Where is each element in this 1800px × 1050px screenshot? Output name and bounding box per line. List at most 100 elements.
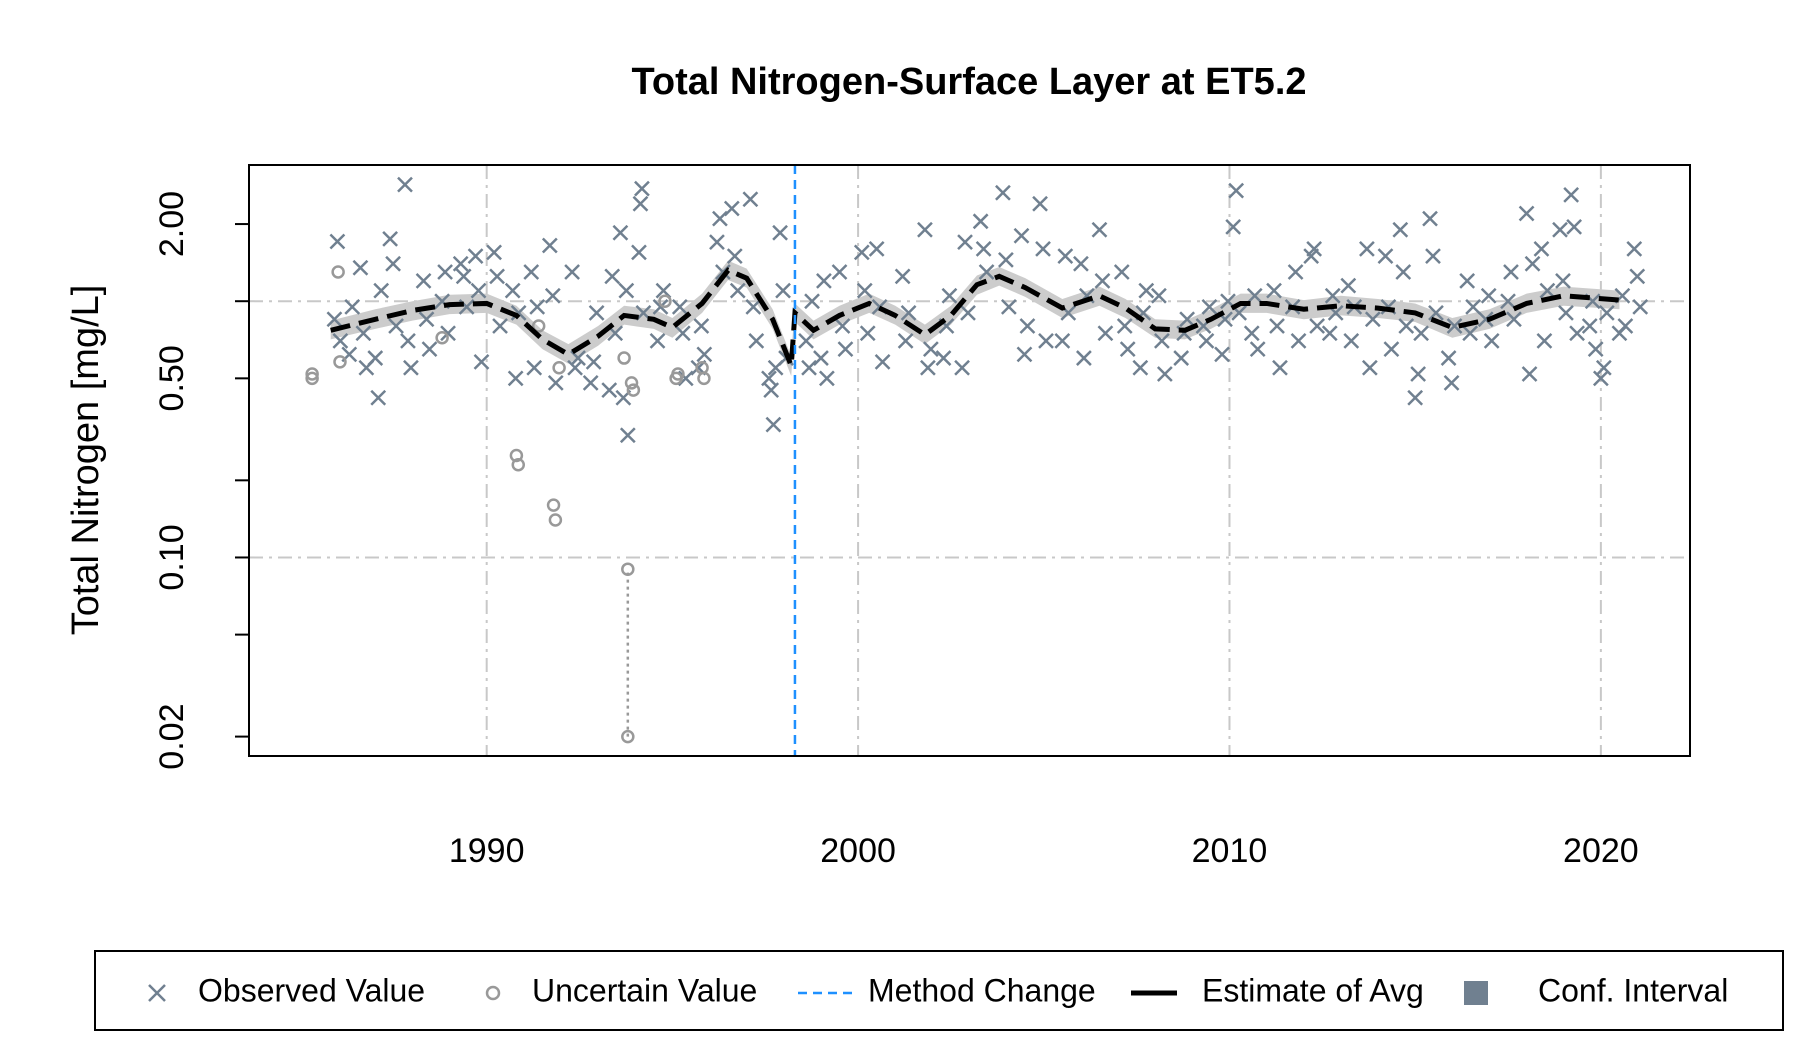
observed-point <box>547 375 564 391</box>
observed-point <box>1518 205 1535 222</box>
observed-point <box>388 318 404 334</box>
uncertain-point <box>305 371 319 386</box>
observed-point <box>693 318 710 334</box>
observed-point <box>1249 341 1266 358</box>
observed-point <box>1459 273 1476 289</box>
observed-point <box>1477 311 1494 328</box>
observed-point <box>853 244 870 261</box>
legend-label: Method Change <box>868 972 1096 1008</box>
observed-point <box>1306 241 1323 257</box>
observed-point <box>1228 182 1245 199</box>
observed-point <box>819 370 835 387</box>
observed-point <box>585 353 602 370</box>
observed-point <box>1343 333 1360 349</box>
observed-point <box>344 299 361 315</box>
observed-point <box>1443 375 1460 391</box>
observed-point <box>1269 318 1285 334</box>
observed-point <box>1569 325 1585 342</box>
x-tick-label: 2020 <box>1563 832 1639 870</box>
uncertain-point <box>511 458 526 472</box>
observed-point <box>631 244 647 261</box>
observed-point <box>1132 359 1149 376</box>
observed-point <box>634 180 650 197</box>
observed-point <box>1076 350 1092 366</box>
uncertain-point <box>509 448 524 463</box>
observed-point <box>1324 287 1341 304</box>
observed-point <box>723 200 740 217</box>
observed-point <box>1524 255 1541 272</box>
observed-point <box>529 299 546 315</box>
observed-point <box>1153 333 1170 349</box>
observed-point <box>492 318 508 334</box>
x-tick-label: 1990 <box>449 832 525 870</box>
observed-point <box>415 273 432 289</box>
observed-point <box>437 264 453 280</box>
observed-point <box>715 264 731 280</box>
observed-point <box>1395 264 1412 280</box>
observed-point <box>1410 366 1427 382</box>
estimate-line <box>330 267 1620 367</box>
observed-point <box>564 264 580 280</box>
observed-point <box>1462 325 1479 342</box>
y-axis-label: Total Nitrogen [mg/L] <box>65 285 107 636</box>
observed-point <box>671 299 688 315</box>
observed-point <box>763 382 780 398</box>
observed-point <box>1201 299 1218 315</box>
observed-point <box>1595 359 1612 376</box>
uncertain-point <box>435 331 449 345</box>
observed-point <box>619 427 636 444</box>
observed-point <box>329 233 346 250</box>
observed-point <box>332 333 349 349</box>
observed-point <box>1413 325 1429 342</box>
observed-point <box>632 195 649 212</box>
observed-point <box>922 341 939 358</box>
observed-point <box>742 191 759 208</box>
observed-point <box>601 382 618 398</box>
uncertain-point <box>331 265 345 279</box>
observed-point <box>1598 305 1615 321</box>
observed-point <box>467 248 484 264</box>
observed-point <box>373 282 390 299</box>
observed-point <box>1016 346 1033 363</box>
observed-point <box>960 305 976 321</box>
observed-point <box>1446 318 1463 334</box>
observed-point <box>1013 227 1030 244</box>
x-tick-label: 2010 <box>1192 832 1268 870</box>
observed-point <box>856 282 873 299</box>
observed-point <box>1309 318 1326 334</box>
uncertain-point <box>626 383 641 397</box>
observed-point <box>1398 318 1415 334</box>
observed-point <box>403 359 419 376</box>
observed-point <box>1214 346 1230 363</box>
observed-point <box>1566 218 1583 235</box>
observed-point <box>1094 273 1111 289</box>
plot-frame <box>248 164 1691 757</box>
observed-point <box>1091 221 1108 238</box>
observed-point <box>1243 325 1260 342</box>
observed-point <box>367 350 384 366</box>
observed-point <box>1422 210 1438 227</box>
observed-point <box>1266 282 1282 299</box>
observed-point <box>489 268 505 285</box>
legend-box <box>94 950 1784 1031</box>
observed-point <box>382 231 399 247</box>
observed-point <box>385 255 401 272</box>
observed-point <box>897 333 914 349</box>
observed-point <box>972 213 989 230</box>
legend-marker <box>148 984 166 1002</box>
uncertain-point <box>333 355 347 369</box>
observed-point <box>813 350 829 366</box>
uncertain-point <box>621 729 635 744</box>
legend-marker <box>1464 981 1488 1005</box>
observed-point <box>748 333 765 349</box>
observed-point <box>816 273 832 289</box>
observed-point <box>798 333 814 349</box>
observed-point <box>696 346 713 363</box>
observed-point <box>1629 268 1646 285</box>
observed-point <box>510 305 527 321</box>
observed-point <box>452 255 469 272</box>
observed-point <box>1035 241 1051 257</box>
observed-point <box>1506 311 1522 328</box>
observed-point <box>1500 293 1516 310</box>
